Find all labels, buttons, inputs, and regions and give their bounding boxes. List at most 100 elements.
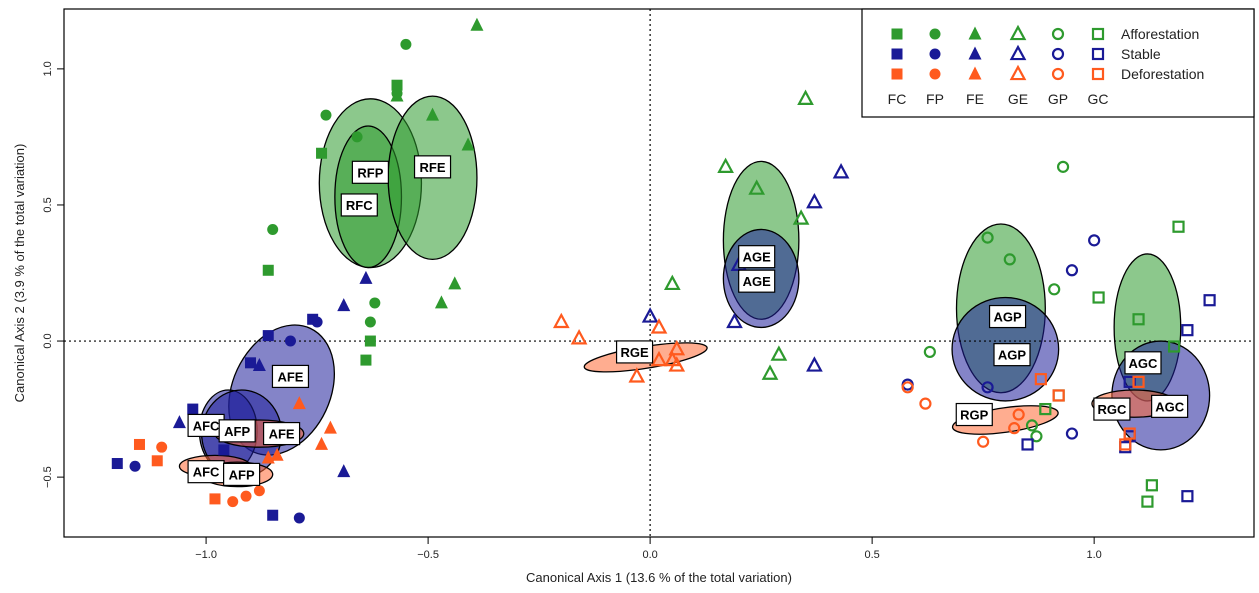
ellipse-label: RGP (955, 402, 993, 427)
point-afforestation-gp (981, 231, 994, 244)
ellipse-label-box (413, 155, 452, 179)
ellipse-label-box (218, 419, 256, 443)
ellipse-label-box (340, 193, 378, 217)
legend-column-label: FC (888, 91, 907, 107)
point-afforestation-gp (1056, 160, 1070, 173)
point-deforestation-fc (133, 438, 145, 450)
point-stable-fp (129, 460, 141, 472)
y-tick-label: −0.5 (42, 466, 54, 488)
ellipse-label: AGP (988, 304, 1027, 329)
legend-column-label: GC (1088, 91, 1109, 107)
y-tick-label: 0.5 (42, 197, 54, 212)
point-afforestation-gp (1025, 419, 1039, 432)
ellipse-label-text: AGC (1129, 356, 1159, 371)
ellipse-label: AGP (993, 343, 1031, 367)
ellipse-label-box (1151, 394, 1189, 418)
point-afforestation-fp (320, 109, 332, 121)
point-stable-gc (1123, 375, 1136, 388)
point-afforestation-gp (1048, 283, 1061, 296)
point-afforestation-ge (792, 209, 810, 225)
ellipse-label: AFE (271, 364, 310, 389)
point-stable-fe (359, 270, 373, 284)
point-afforestation-gc (1172, 220, 1185, 233)
ellipse-label-box (993, 343, 1031, 367)
point-afforestation-gc (1141, 495, 1154, 508)
legend-marker (1091, 27, 1105, 41)
point-deforestation-gc (1034, 373, 1047, 386)
point-afforestation-fc (316, 147, 328, 159)
point-deforestation-fp (227, 496, 239, 508)
legend-marker (1009, 64, 1027, 81)
legend-column-label: GE (1008, 91, 1028, 107)
point-stable-fc (187, 403, 199, 415)
x-tick-label: 0.0 (642, 549, 657, 561)
point-afforestation-fp (351, 131, 363, 143)
y-tick-label: 1.0 (42, 61, 54, 76)
ellipse-label-box (955, 402, 993, 427)
legend-column-label: FE (966, 91, 984, 107)
legend-marker (1051, 67, 1065, 81)
point-afforestation-fp (267, 223, 279, 235)
point-afforestation-fe (448, 276, 462, 290)
point-stable-fp (293, 512, 305, 524)
point-deforestation-ge (650, 350, 668, 367)
ellipse-label: RFP (351, 160, 389, 184)
point-deforestation-gc (1132, 375, 1145, 388)
point-deforestation-ge (552, 312, 570, 329)
point-afforestation-ge (663, 274, 681, 291)
x-tick-label: −1.0 (195, 549, 217, 561)
legend-column-label: FP (926, 91, 944, 107)
point-deforestation-fc (209, 493, 221, 505)
point-stable-fe (252, 357, 266, 371)
point-afforestation-fc (364, 335, 376, 347)
point-deforestation-fp (156, 441, 168, 453)
ellipse-label-text: AFC (193, 418, 220, 433)
point-stable-gc (1203, 294, 1216, 307)
point-deforestation-ge (570, 329, 588, 345)
ellipse-label: RGC (1093, 397, 1131, 421)
legend-marker (1091, 67, 1105, 81)
point-afforestation-ge (770, 345, 788, 361)
point-afforestation-gc (1092, 291, 1105, 304)
legend-marker (1051, 47, 1065, 61)
ellipse-label-box (223, 462, 261, 487)
ellipse-label-box (1124, 351, 1162, 375)
point-stable-gc (1181, 490, 1194, 503)
point-stable-ge (832, 163, 850, 179)
point-stable-fc (244, 357, 256, 369)
x-tick-label: 1.0 (1087, 549, 1102, 561)
point-afforestation-ge (761, 364, 779, 380)
x-tick-label: 0.5 (864, 549, 879, 561)
legend-marker (968, 66, 982, 80)
ellipse-label: AGE (738, 245, 776, 269)
point-stable-fc (218, 444, 230, 456)
ellipse-label: RFC (340, 193, 378, 217)
legend: Afforestation Stable Deforestation FC FP FE GE… (861, 8, 1255, 118)
legend-row-label: Deforestation (1121, 66, 1204, 82)
point-deforestation-ge (650, 318, 668, 334)
y-tick-label: 0.0 (42, 333, 54, 348)
point-stable-fe (337, 464, 351, 478)
point-afforestation-fp (400, 38, 412, 50)
point-deforestation-ge (668, 356, 686, 372)
x-axis-label: Canonical Axis 1 (13.6 % of the total va… (526, 570, 792, 585)
point-deforestation-gc (1052, 389, 1065, 402)
point-stable-gp (1065, 427, 1079, 440)
point-stable-gp (981, 381, 994, 394)
ellipse-label-text: AGC (1155, 399, 1185, 414)
ellipse-label: AFP (218, 419, 256, 443)
ellipse-label-box (1093, 397, 1131, 421)
point-deforestation-ge (668, 339, 686, 356)
point-afforestation-gc (1039, 402, 1052, 416)
point-deforestation-ge (628, 367, 646, 383)
point-afforestation-fe (434, 295, 448, 309)
point-stable-fc (111, 458, 123, 470)
ellipse-label-box (615, 340, 654, 364)
point-deforestation-gc (1119, 438, 1132, 451)
point-stable-gp (1065, 264, 1079, 277)
ellipse-label-text: AFP (229, 467, 255, 482)
ellipse-label-text: RGC (1097, 402, 1127, 417)
point-afforestation-fc (262, 264, 274, 276)
